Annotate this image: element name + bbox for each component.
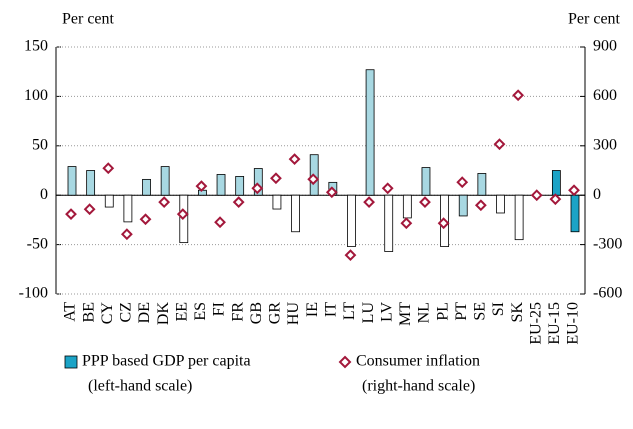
- bar: [477, 173, 487, 196]
- x-tick-label: SK: [509, 302, 526, 323]
- x-tick-label: DK: [155, 302, 172, 326]
- x-tick-label: PL: [434, 302, 451, 321]
- diamond-marker: [325, 186, 338, 199]
- y-tick-label: -50: [27, 235, 48, 252]
- x-tick-label: FI: [211, 302, 228, 316]
- y-axis-label: Per cent: [62, 11, 115, 28]
- bar: [253, 168, 263, 196]
- x-tick-label: PT: [453, 302, 470, 321]
- bar: [458, 194, 468, 217]
- x-tick-label: IT: [322, 302, 339, 317]
- diamond-marker: [288, 153, 301, 166]
- diamond-marker: [363, 196, 375, 209]
- diamond-marker: [549, 193, 562, 206]
- diamond-marker: [214, 216, 226, 229]
- bar: [347, 194, 356, 247]
- y2-tick-label: -300: [593, 235, 622, 252]
- x-tick-label: AT: [62, 302, 79, 322]
- x-tick-label: HU: [285, 302, 302, 326]
- bar: [514, 194, 524, 241]
- bar: [216, 174, 226, 196]
- diamond-marker: [437, 217, 450, 230]
- bar: [570, 194, 580, 233]
- y-tick-label: 50: [32, 136, 48, 153]
- x-tick-label: SE: [472, 302, 489, 321]
- bar: [402, 194, 412, 219]
- y2-tick-label: 0: [593, 186, 601, 203]
- x-tick-label: SI: [490, 302, 507, 316]
- x-tick-label: LV: [378, 302, 395, 322]
- x-tick-label: ES: [192, 302, 209, 321]
- x-tick-label: GB: [248, 302, 265, 324]
- diamond-marker: [251, 182, 264, 195]
- diamond-marker: [512, 89, 525, 102]
- diamond-marker: [139, 213, 152, 226]
- x-tick-label: EU-10: [565, 302, 582, 345]
- y2-tick-label: 900: [593, 38, 617, 55]
- diamond-marker: [65, 208, 77, 221]
- bar: [235, 176, 245, 196]
- diamond-marker: [474, 199, 487, 212]
- diamond-marker: [493, 138, 506, 151]
- x-tick-label: EE: [173, 302, 190, 322]
- diamond-marker: [83, 203, 96, 216]
- diamond-marker: [568, 184, 580, 197]
- diamond-marker: [344, 249, 357, 262]
- diamond-marker: [307, 173, 320, 186]
- y-tick-label: 150: [24, 38, 48, 55]
- bar: [551, 170, 561, 196]
- bar: [104, 194, 114, 208]
- x-tick-label: CY: [99, 302, 116, 325]
- diamond-marker: [400, 217, 413, 230]
- legend-swatch: [338, 355, 352, 369]
- diamond-marker: [419, 196, 431, 209]
- bar: [365, 69, 375, 196]
- diamond-marker: [530, 189, 543, 202]
- y-tick-label: 100: [24, 87, 48, 104]
- diamond-marker: [158, 196, 171, 209]
- diamond-marker: [102, 162, 115, 175]
- diamond-marker: [120, 228, 133, 241]
- x-tick-label: LU: [360, 302, 377, 324]
- bar: [496, 194, 505, 214]
- y-tick-label: -100: [19, 285, 48, 302]
- bar: [160, 166, 170, 196]
- legend-label: PPP based GDP per capita: [82, 353, 251, 370]
- diamond-marker: [232, 196, 245, 209]
- bar: [123, 194, 133, 223]
- x-tick-label: EU-15: [546, 302, 563, 345]
- x-tick-label: DE: [136, 302, 153, 323]
- bar: [384, 194, 394, 252]
- x-tick-label: FR: [229, 302, 246, 322]
- y-tick-label: 0: [40, 186, 48, 203]
- diamond-marker: [195, 180, 208, 193]
- y2-tick-label: -600: [593, 285, 622, 302]
- x-tick-label: IE: [304, 302, 321, 317]
- y2-axis-label: Per cent: [568, 11, 621, 28]
- bar: [142, 178, 151, 196]
- bar: [86, 170, 96, 196]
- x-tick-label: CZ: [118, 302, 135, 322]
- diamond-marker: [270, 172, 282, 185]
- diamond-marker: [381, 182, 394, 195]
- bar: [272, 194, 282, 210]
- legend-note: (left-hand scale): [88, 378, 192, 395]
- bar: [291, 194, 300, 233]
- x-tick-label: BE: [80, 302, 97, 322]
- diamond-marker: [176, 208, 189, 221]
- legend-swatch: [64, 355, 78, 369]
- bar: [67, 166, 77, 196]
- bar: [421, 167, 431, 196]
- x-tick-label: EU-25: [527, 302, 544, 345]
- legend-note: (right-hand scale): [362, 378, 475, 395]
- x-tick-label: MT: [397, 302, 414, 326]
- x-tick-label: LT: [341, 302, 358, 320]
- x-tick-label: NL: [416, 302, 433, 323]
- diamond-marker: [456, 176, 469, 189]
- y2-tick-label: 600: [593, 87, 617, 104]
- x-tick-label: GR: [267, 302, 284, 325]
- y2-tick-label: 300: [593, 136, 617, 153]
- legend-label: Consumer inflation: [356, 353, 480, 370]
